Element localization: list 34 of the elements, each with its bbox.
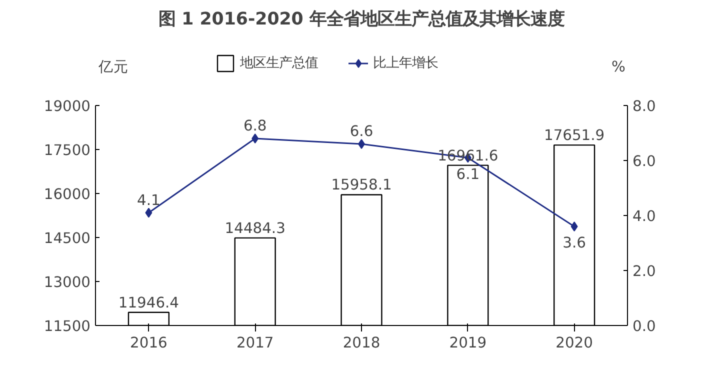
point [358,139,365,149]
data-label: 3.6 [562,234,586,252]
data-label: 6.1 [456,166,480,183]
data-label: 6.6 [350,123,374,140]
y2-tick-label: 6.0 [632,153,656,170]
point [252,134,259,144]
y2-tick-label: 0.0 [632,318,656,335]
data-label: 14484.3 [224,220,286,237]
point [570,222,578,232]
y-tick-label: 19000 [44,98,90,115]
data-label: 6.8 [243,118,267,134]
x-tick-label: 2017 [236,334,274,352]
y2-tick-label: 8.0 [632,98,656,115]
y-tick-label: 13000 [44,274,90,291]
x-tick-label: 2018 [342,334,380,352]
y-tick-label: 14500 [44,230,90,247]
y2-axis-title: % [612,58,626,76]
point [145,208,152,218]
x-tick-label: 2019 [449,334,487,352]
data-label: 15958.1 [331,176,392,194]
y2-tick-label: 4.0 [632,208,656,225]
y-axis-title: 亿元 [98,58,128,76]
y-tick-label: 11500 [44,318,90,335]
data-label: 17651.9 [544,127,605,144]
x-tick-label: 2020 [556,334,593,352]
x-tick-label: 2016 [130,334,168,352]
y2-tick-label: 2.0 [632,263,656,280]
legend-label: 地区生产总值 [240,54,318,72]
data-label: 4.1 [137,192,160,209]
y-tick-label: 17500 [44,142,90,159]
data-label: 11946.4 [118,294,180,312]
legend-label: 比上年增长 [373,54,438,72]
y-tick-label: 16000 [44,186,90,203]
chart-title: 图 1 2016-2020 年全省地区生产总值及其增长速度 [158,10,564,30]
